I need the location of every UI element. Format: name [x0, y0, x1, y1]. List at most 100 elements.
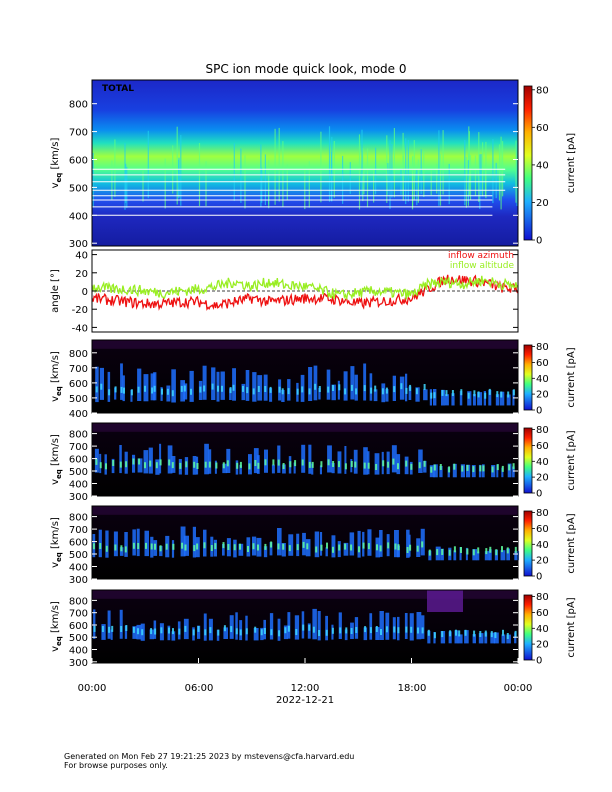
heatmap-core [99, 462, 102, 469]
colorbar [523, 510, 533, 577]
heatmap-blob [95, 366, 99, 403]
heatmap-core [190, 388, 192, 395]
heatmap-core [338, 384, 341, 391]
heatmap-core [114, 544, 117, 551]
heatmap-core [464, 629, 467, 636]
heatmap-core [416, 545, 419, 552]
heatmap-core [150, 628, 153, 635]
heatmap-core [332, 385, 334, 391]
heatmap-core [239, 543, 241, 550]
heatmap-blob [288, 534, 294, 556]
footer-generated: Generated on Mon Feb 27 19:21:25 2023 by… [64, 752, 355, 761]
heatmap-core [507, 391, 510, 398]
heatmap-blob [220, 371, 225, 400]
total-streak [498, 144, 501, 201]
heatmap-core [235, 628, 238, 635]
heatmap-core [449, 630, 452, 637]
heatmap-blob [308, 367, 313, 401]
heatmap-core [376, 544, 378, 551]
y-label-v: v [50, 182, 61, 188]
total-streak [480, 154, 482, 195]
heatmap-core [392, 458, 395, 465]
heatmap-core [196, 543, 199, 550]
heatmap-blob [404, 613, 408, 639]
total-streak [111, 160, 113, 200]
heatmap-blob [490, 632, 496, 644]
total-streak [164, 158, 166, 209]
heatmap-blob [433, 464, 438, 478]
heatmap-blob [238, 543, 244, 556]
heatmap-core [405, 626, 408, 633]
heatmap-blob [374, 453, 380, 475]
heatmap-core [397, 627, 400, 634]
heatmap-core [204, 461, 207, 468]
heatmap-core [501, 465, 504, 472]
heatmap-blob [269, 542, 273, 556]
total-streak [439, 154, 442, 206]
total-streak [114, 139, 116, 197]
heatmap-core [209, 627, 212, 634]
y-tick-label: -40 [72, 323, 88, 334]
heatmap-core [394, 543, 397, 550]
heatmap-core [512, 389, 515, 396]
heatmap-core [159, 545, 162, 552]
heatmap-blob [363, 363, 367, 401]
heatmap-core [196, 463, 199, 469]
y-tick-label: 40 [75, 251, 88, 262]
y-tick-label: 700 [69, 525, 88, 536]
heatmap-core [154, 628, 157, 635]
heatmap-core [282, 463, 285, 469]
heatmap-core [320, 544, 323, 551]
y-axis-label: veq [km/s] [50, 434, 63, 485]
heatmap-core [153, 385, 156, 392]
heatmap-core [105, 545, 108, 552]
heatmap-core [288, 545, 291, 552]
heatmap-blob [189, 370, 194, 402]
heatmap-blob [325, 615, 328, 641]
heatmap-core [100, 383, 103, 390]
colorbar-label: current [pA] [566, 347, 577, 407]
heatmap-blob [203, 613, 207, 641]
y-tick-label: 700 [69, 128, 88, 139]
heatmap-panel-3 [92, 506, 520, 579]
heatmap-blob [287, 612, 291, 639]
heatmap-core [294, 460, 297, 467]
heatmap-core [144, 385, 146, 392]
heatmap-core [496, 391, 499, 398]
series-line-altitude [91, 275, 519, 300]
y-tick-label: 500 [69, 183, 88, 194]
heatmap-blob [488, 389, 492, 406]
heatmap-core [423, 384, 426, 390]
colorbar-tick-label: 20 [536, 198, 549, 209]
heatmap-core [473, 630, 476, 637]
heatmap-blob [514, 632, 517, 644]
y-label-unit: [km/s] [50, 434, 61, 469]
heatmap-core [406, 547, 409, 553]
colorbar [523, 427, 533, 494]
heatmap-blob [271, 464, 275, 474]
y-tick-label: 600 [69, 455, 88, 466]
panel-frame [91, 505, 519, 580]
heatmap-core [506, 633, 509, 639]
heatmap-core [277, 459, 280, 466]
heatmap-core [296, 544, 299, 551]
heatmap-core [132, 458, 135, 465]
heatmap-core [233, 544, 236, 551]
heatmap-core [439, 464, 442, 470]
heatmap-blob [245, 370, 250, 401]
heatmap-core [264, 459, 267, 466]
total-streak [358, 134, 361, 210]
heatmap-core [350, 461, 353, 467]
heatmap-blob [314, 531, 320, 558]
heatmap-core [185, 461, 188, 468]
colorbar-tick-label: 0 [536, 236, 542, 247]
heatmap-blob [459, 547, 462, 561]
total-streak [373, 167, 375, 203]
heatmap-core [500, 391, 503, 398]
total-streak [465, 156, 467, 208]
heatmap-core [436, 549, 439, 556]
heatmap-core [252, 388, 255, 395]
heatmap-core [246, 387, 249, 394]
heatmap-blob [277, 528, 282, 556]
